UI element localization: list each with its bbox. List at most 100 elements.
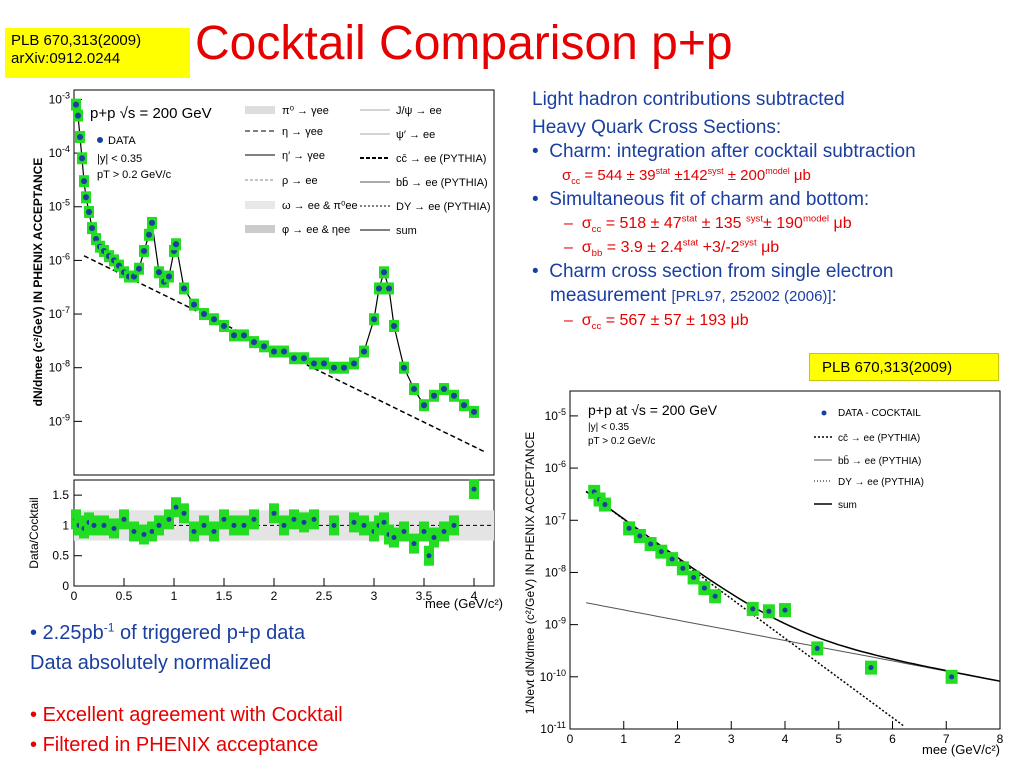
right-data-point <box>691 575 697 581</box>
data-point <box>86 208 92 215</box>
ratio-point <box>281 522 287 528</box>
ratio-point <box>111 525 117 531</box>
right-plot-frame <box>569 390 1001 730</box>
legend-cc: cc̄ → ee (PYTHIA) <box>396 153 486 165</box>
data-point <box>231 332 237 339</box>
ratio-x-axis-label: mee (GeV/c²) <box>425 596 503 611</box>
right-data-point <box>637 533 643 539</box>
data-point <box>251 339 257 346</box>
right-legend-dy: DY → ee (PYTHIA) <box>838 477 924 488</box>
right-data-point <box>712 593 718 599</box>
right-data-points <box>588 484 958 684</box>
y-tick-label: 10-9 <box>49 412 70 428</box>
right-legend: p+p at √s = 200 GeV |y| < 0.35 pT > 0.2 … <box>588 402 924 511</box>
ratio-x-tick-label: 0 <box>71 589 78 603</box>
cut-pt: pT > 0.2 GeV/c <box>97 169 172 181</box>
data-point <box>201 311 207 318</box>
bullet-single-electron: • Charm cross section from single electr… <box>532 261 894 282</box>
ratio-point <box>401 528 407 534</box>
ratio-point <box>181 510 187 516</box>
ratio-y-axis-label: Data/Cocktail <box>27 497 41 568</box>
right-x-tick-label: 2 <box>674 732 681 746</box>
data-point <box>141 247 147 254</box>
ratio-x-tick-label: 0.5 <box>116 589 133 603</box>
right-data-point <box>750 606 756 612</box>
ratio-x-tick-label: 2 <box>271 589 278 603</box>
right-x-tick-label: 5 <box>835 732 842 746</box>
bullet-fit: • Simultaneous fit of charm and bottom: <box>532 189 870 210</box>
ratio-point <box>351 519 357 525</box>
legend-psi-prime: ψ′ → ee <box>396 129 435 141</box>
legend-swatch-phi <box>245 225 275 233</box>
right-data-point <box>648 541 654 547</box>
legend: p+p √s = 200 GeV DATA |y| < 0.35 pT > 0.… <box>90 105 491 237</box>
fit-value-bottom: – σbb = 3.9 ± 2.4stat +3/-2syst μb <box>564 237 780 260</box>
data-point <box>401 364 407 371</box>
bullet-agreement: • Excellent agreement with Cocktail <box>30 704 343 726</box>
charm-bottom-chart: 1/Nevt dN/dmee (c²/GeV) IN PHENIX ACCEPT… <box>523 390 1004 757</box>
data-point <box>211 316 217 323</box>
legend-eta-prime: η′ → γee <box>282 150 325 162</box>
bullet-luminosity: • 2.25pb-1 of triggered p+p data <box>30 620 306 644</box>
colon: : <box>831 285 837 306</box>
data-point <box>386 285 392 292</box>
ratio-x-tick-labels: 0 0.5 1 1.5 2 2.5 3 3.5 4 <box>71 578 478 603</box>
data-point <box>146 231 152 238</box>
ratio-point <box>431 535 437 541</box>
right-y-tick-label: 10-9 <box>545 616 566 632</box>
right-y-tick-label: 10-11 <box>540 720 566 736</box>
ratio-x-tick-label: 3 <box>371 589 378 603</box>
right-y-tick-label: 10-7 <box>545 511 566 527</box>
ratio-y-tick-label: 1.5 <box>52 488 69 502</box>
ratio-point <box>241 522 247 528</box>
ratio-point <box>271 510 277 516</box>
data-point <box>391 322 397 329</box>
legend-rho: ρ → ee <box>282 175 318 187</box>
ratio-x-tick-label: 1 <box>171 589 178 603</box>
charm-value: σcc = 544 ± 39stat ±142syst ± 200model μ… <box>562 166 811 186</box>
y-axis-label: dN/dmee (c²/GeV) IN PHENIX ACCEPTANCE <box>31 158 45 407</box>
data-point <box>181 285 187 292</box>
bullet-acceptance-text: Filtered in PHENIX acceptance <box>42 734 319 756</box>
legend-title: p+p √s = 200 GeV <box>90 105 212 122</box>
right-x-tick-label: 3 <box>728 732 735 746</box>
data-point <box>361 348 367 355</box>
data-point <box>166 273 172 280</box>
legend-pi0: π⁰ → γee <box>282 105 329 117</box>
right-data-point <box>680 565 686 571</box>
y-tick-label: 10-3 <box>49 90 70 106</box>
right-legend-marker <box>821 410 827 416</box>
data-point <box>311 360 317 367</box>
data-point <box>421 402 427 409</box>
y-tick-label: 10-5 <box>49 198 70 214</box>
legend-swatch-pi0 <box>245 106 275 114</box>
spacer <box>30 678 343 700</box>
ratio-point <box>149 528 155 534</box>
single-electron-value: – σcc = 567 ± 57 ± 193 μb <box>564 312 749 333</box>
ratio-point <box>391 535 397 541</box>
ratio-point <box>131 528 137 534</box>
right-x-tick-label: 0 <box>567 732 574 746</box>
ratio-point <box>411 541 417 547</box>
y-tick-label: 10-7 <box>49 305 70 321</box>
data-point <box>331 364 337 371</box>
ratio-point <box>121 516 127 522</box>
right-data-point <box>669 556 675 562</box>
legend-omega: ω → ee & π⁰ee <box>282 200 358 212</box>
bullet-charm: • Charm: integration after cocktail subt… <box>532 141 916 162</box>
right-data-point <box>949 674 955 680</box>
legend-jpsi: J/ψ → ee <box>396 105 442 117</box>
right-data-point <box>701 585 707 591</box>
ratio-x-tick-label: 1.5 <box>216 589 233 603</box>
data-point <box>291 355 297 362</box>
ratio-y-tick-label: 0 <box>62 579 69 593</box>
right-y-tick-label: 10-8 <box>545 563 566 579</box>
cut-y: |y| < 0.35 <box>97 153 142 165</box>
right-legend-title: p+p at √s = 200 GeV <box>588 402 718 418</box>
right-x-tick-label: 1 <box>620 732 627 746</box>
data-point <box>321 360 327 367</box>
right-legend-cc: cc̄ → ee (PYTHIA) <box>838 433 920 444</box>
data-point <box>131 273 137 280</box>
prl-reference: [PRL97, 252002 (2006)] <box>671 288 832 305</box>
bullet-single-electron-cont: measurement [PRL97, 252002 (2006)]: <box>532 284 1012 309</box>
